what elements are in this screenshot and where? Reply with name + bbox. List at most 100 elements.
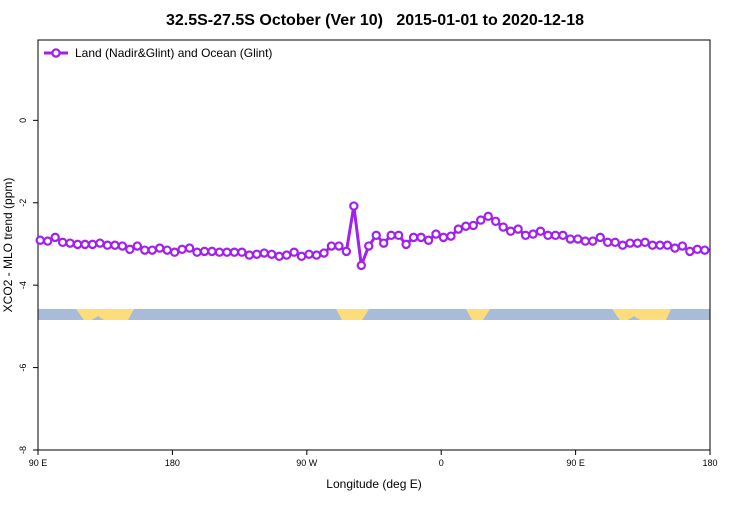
legend-marker: [51, 48, 61, 58]
data-point: [349, 201, 359, 211]
data-point: [364, 241, 374, 251]
plot-frame: [37, 39, 711, 451]
data-point: [655, 240, 665, 250]
data-point: [393, 230, 404, 241]
y-axis-label: XCO2 - MLO trend (ppm): [1, 178, 15, 313]
legend-label: Land (Nadir&Glint) and Ocean (Glint): [75, 46, 272, 60]
data-point: [535, 226, 546, 236]
data-point: [692, 244, 703, 255]
land-patch: [76, 309, 134, 320]
data-point: [184, 243, 195, 253]
data-point: [505, 226, 516, 236]
data-point: [110, 240, 120, 250]
data-point: [252, 249, 262, 259]
data-point: [102, 240, 113, 250]
data-point: [207, 246, 217, 257]
x-tick-label: 90 W: [296, 458, 318, 468]
data-point: [610, 237, 620, 248]
data-point: [177, 244, 187, 255]
data-point: [408, 232, 419, 243]
data-point: [625, 238, 635, 248]
data-point: [371, 230, 381, 241]
data-point: [95, 238, 105, 248]
data-point: [326, 241, 337, 251]
data-point: [319, 248, 329, 258]
data-point: [543, 230, 553, 241]
data-point: [573, 234, 583, 244]
data-point: [147, 245, 157, 255]
data-point: [677, 241, 688, 251]
data-point: [647, 240, 658, 250]
data-point: [72, 239, 83, 250]
data-point: [132, 241, 143, 251]
data-point: [304, 249, 314, 259]
data-point: [558, 230, 568, 241]
data-point: [423, 235, 434, 245]
data-point: [453, 224, 464, 234]
data-point: [80, 239, 90, 250]
data-point: [334, 241, 344, 251]
data-point: [603, 237, 613, 248]
data-point: [356, 260, 367, 271]
land-patch: [336, 309, 369, 320]
data-point: [431, 229, 441, 239]
data-point: [125, 244, 135, 255]
data-point: [140, 245, 150, 255]
data-point: [35, 235, 45, 245]
y-tick-label: 0: [18, 118, 28, 123]
data-point: [192, 247, 202, 257]
data-point: [259, 248, 269, 258]
data-point: [483, 211, 493, 222]
data-point: [50, 232, 60, 243]
data-point: [468, 220, 479, 231]
data-point: [700, 245, 710, 255]
land-patch: [466, 309, 490, 320]
data-point: [237, 247, 247, 257]
data-point: [476, 215, 486, 225]
data-point: [580, 236, 591, 246]
data-point: [65, 238, 75, 248]
data-point: [513, 224, 523, 234]
land-patch: [612, 309, 671, 320]
data-point: [595, 232, 605, 243]
data-point: [281, 250, 292, 260]
data-point: [670, 243, 680, 253]
x-tick-label: 180: [165, 458, 180, 468]
data-point: [640, 237, 650, 248]
data-point: [386, 230, 396, 241]
data-point: [401, 239, 411, 250]
data-point: [117, 241, 128, 251]
data-point: [267, 249, 277, 259]
y-tick-label: -8: [18, 446, 28, 454]
data-point: [162, 245, 172, 255]
data-point: [274, 251, 284, 262]
data-point: [57, 237, 68, 248]
surface-strip: [38, 309, 710, 320]
data-point: [528, 229, 538, 239]
data-point: [311, 250, 322, 260]
data-point: [289, 247, 299, 257]
data-point: [662, 240, 673, 250]
data-point: [550, 230, 561, 241]
y-tick-label: -4: [18, 281, 28, 289]
ocean-band: [38, 309, 710, 320]
data-point: [296, 251, 307, 262]
data-point: [685, 246, 695, 257]
data-point: [222, 247, 232, 257]
data-point: [588, 236, 598, 246]
data-point: [632, 238, 643, 248]
x-tick-label: 90 E: [566, 458, 585, 468]
data-point: [565, 234, 576, 244]
data-point: [199, 246, 210, 257]
data-point: [87, 239, 98, 250]
data-point: [617, 240, 628, 250]
data-point: [379, 238, 389, 248]
data-point: [169, 247, 180, 257]
x-axis-label: Longitude (deg E): [326, 477, 421, 491]
data-point: [520, 230, 531, 241]
x-tick-label: 90 E: [29, 458, 48, 468]
data-point: [229, 247, 240, 257]
data-point: [416, 232, 426, 243]
